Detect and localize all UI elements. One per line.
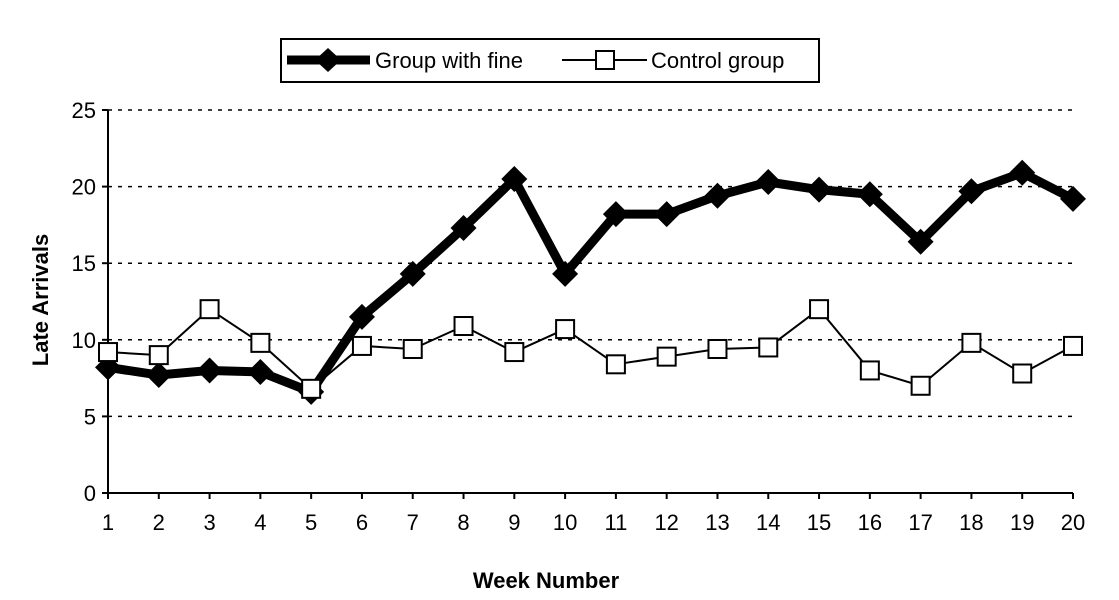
x-tick-label-7: 7 <box>407 510 419 535</box>
y-tick-label-10: 10 <box>72 328 96 353</box>
x-tick-label-12: 12 <box>654 510 678 535</box>
x-tick-label-10: 10 <box>553 510 577 535</box>
point-control-group-17 <box>910 375 931 396</box>
point-group-with-fine-20 <box>1060 185 1086 212</box>
point-group-with-fine-18 <box>958 178 985 205</box>
point-group-with-fine-2 <box>145 362 172 389</box>
point-control-group-16 <box>859 360 880 381</box>
point-control-group-14 <box>758 337 779 358</box>
point-control-group-13 <box>707 338 728 359</box>
point-control-group-20 <box>1063 335 1083 356</box>
legend-label-control: Control group <box>651 48 784 73</box>
point-control-group-4 <box>250 332 271 353</box>
point-control-group-3 <box>199 299 220 320</box>
x-tick-label-9: 9 <box>508 510 520 535</box>
point-control-group-19 <box>1012 363 1033 384</box>
x-tick-label-15: 15 <box>807 510 831 535</box>
point-control-group-1 <box>98 342 118 363</box>
axes <box>102 109 1074 499</box>
point-group-with-fine-14 <box>755 169 782 196</box>
legend-label-fine: Group with fine <box>375 48 523 73</box>
y-axis-title: Late Arrivals <box>28 234 53 366</box>
point-control-group-2 <box>148 345 169 366</box>
point-group-with-fine-16 <box>856 181 883 208</box>
point-group-with-fine-9 <box>501 165 528 192</box>
legend-box <box>280 38 820 83</box>
x-tick-label-6: 6 <box>356 510 368 535</box>
point-group-with-fine-6 <box>348 303 375 330</box>
y-tick-label-20: 20 <box>72 175 96 200</box>
x-tick-label-5: 5 <box>305 510 317 535</box>
x-tick-label-13: 13 <box>705 510 729 535</box>
point-control-group-9 <box>504 342 525 363</box>
y-tick-label-5: 5 <box>84 404 96 429</box>
legend-marker-fine <box>315 48 341 72</box>
y-tick-label-25: 25 <box>72 98 96 123</box>
legend: Group with fine Control group <box>280 38 820 83</box>
x-tick-label-4: 4 <box>254 510 266 535</box>
x-tick-label-16: 16 <box>858 510 882 535</box>
y-tick-label-15: 15 <box>72 251 96 276</box>
y-tick-label-0: 0 <box>84 481 96 506</box>
x-tick-label-19: 19 <box>1010 510 1034 535</box>
point-group-with-fine-12 <box>653 201 680 228</box>
series-layer <box>95 159 1086 405</box>
legend-marker-control <box>595 50 615 70</box>
x-tick-label-2: 2 <box>153 510 165 535</box>
point-control-group-10 <box>555 319 576 340</box>
point-control-group-8 <box>453 316 474 337</box>
point-group-with-fine-17 <box>907 228 934 255</box>
point-group-with-fine-19 <box>1009 159 1036 186</box>
x-axis-title: Week Number <box>473 568 620 593</box>
point-group-with-fine-4 <box>247 358 274 385</box>
point-group-with-fine-11 <box>602 201 629 228</box>
x-tick-label-3: 3 <box>203 510 215 535</box>
point-control-group-5 <box>301 378 322 399</box>
point-control-group-15 <box>809 299 830 320</box>
point-control-group-12 <box>656 346 677 367</box>
point-group-with-fine-7 <box>399 260 426 287</box>
point-group-with-fine-15 <box>806 176 833 203</box>
x-tick-label-14: 14 <box>756 510 780 535</box>
point-control-group-6 <box>351 335 372 356</box>
x-tick-label-18: 18 <box>959 510 983 535</box>
x-tick-label-11: 11 <box>604 510 627 535</box>
x-tick-label-8: 8 <box>457 510 469 535</box>
point-control-group-7 <box>402 338 423 359</box>
x-tick-label-20: 20 <box>1061 510 1085 535</box>
point-group-with-fine-3 <box>196 357 223 384</box>
point-control-group-18 <box>961 332 982 353</box>
series-line-group-with-fine <box>107 168 1076 397</box>
point-group-with-fine-10 <box>552 260 579 287</box>
x-tick-label-17: 17 <box>908 510 932 535</box>
point-group-with-fine-13 <box>704 182 731 209</box>
x-tick-label-1: 1 <box>102 510 114 535</box>
point-control-group-11 <box>605 354 626 375</box>
point-group-with-fine-8 <box>450 214 477 241</box>
